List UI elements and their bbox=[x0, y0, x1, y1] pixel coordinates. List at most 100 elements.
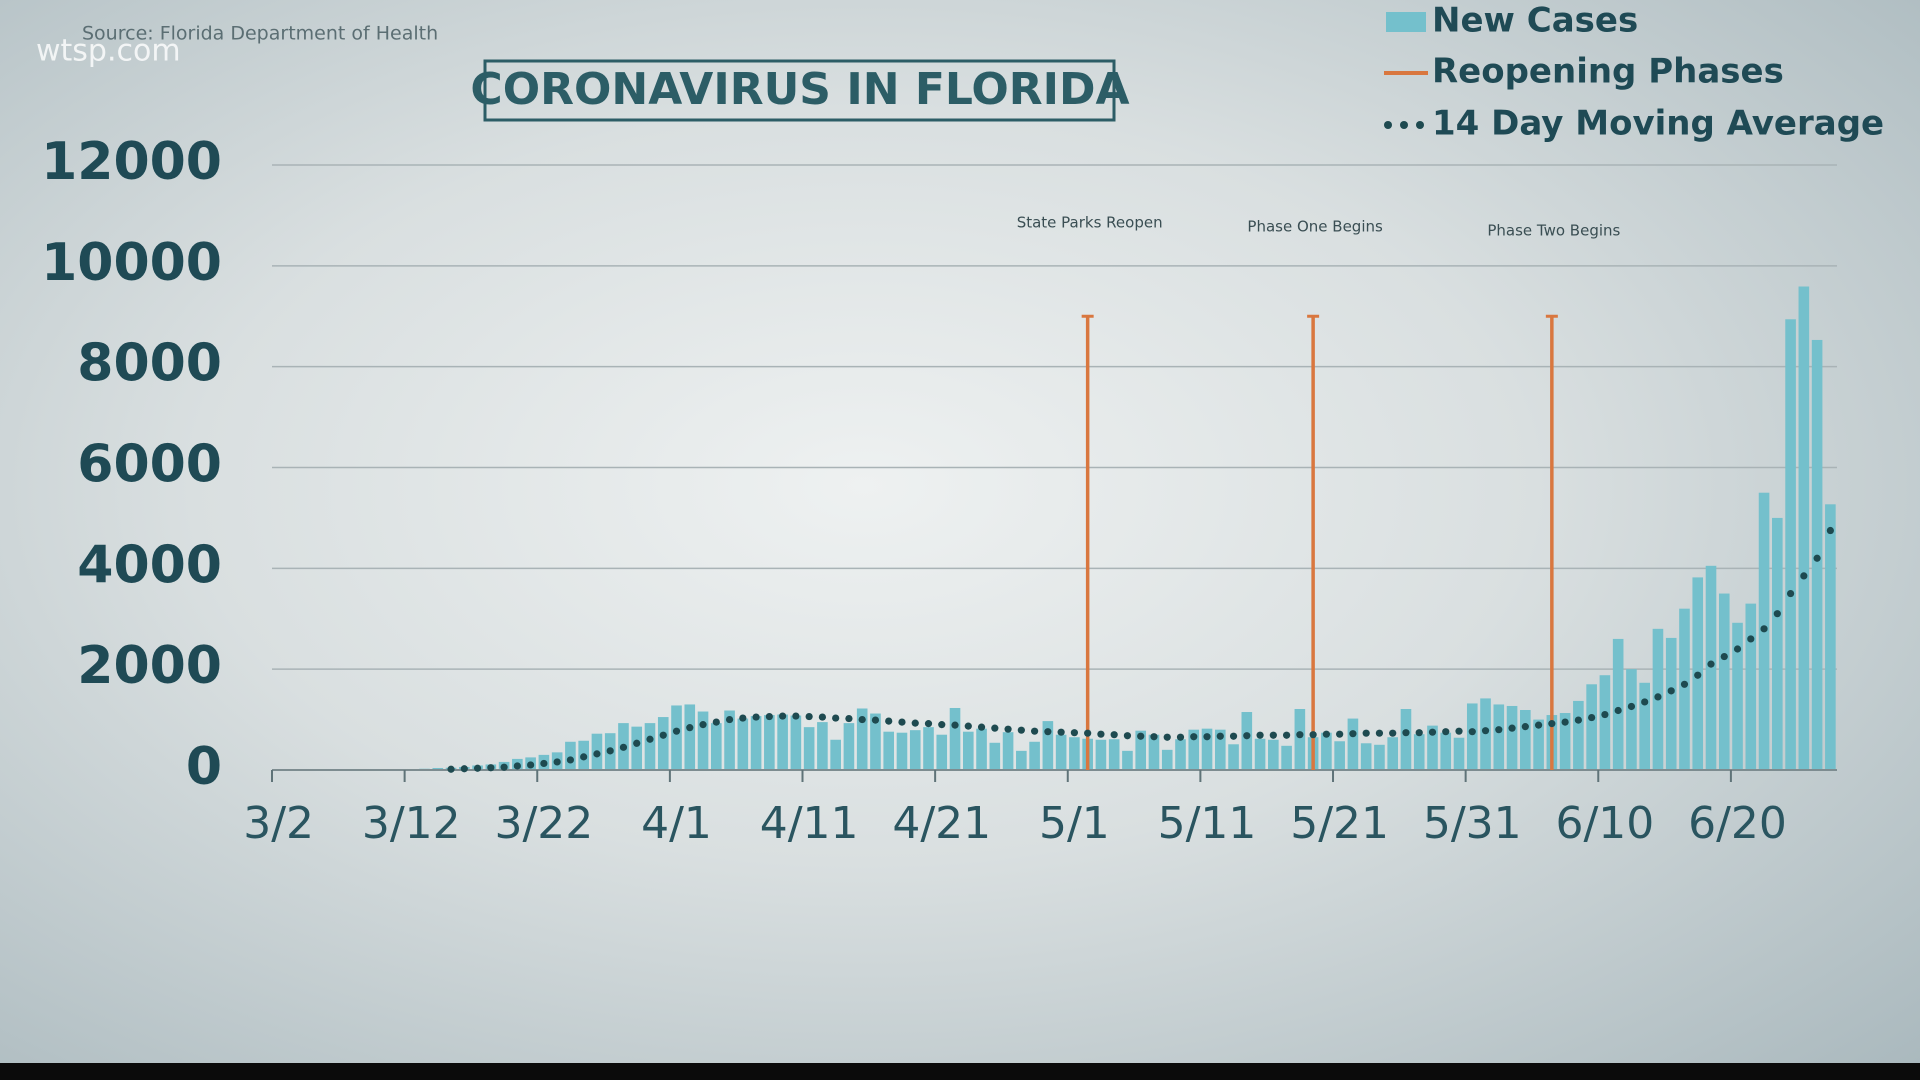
bar bbox=[949, 707, 961, 770]
bar bbox=[962, 731, 974, 770]
phase-label: Phase One Begins bbox=[1247, 218, 1383, 236]
average-dot bbox=[540, 759, 548, 768]
average-dot bbox=[1813, 554, 1821, 562]
average-dot bbox=[1641, 698, 1649, 706]
legend-label: Reopening Phases bbox=[1432, 52, 1784, 92]
bar bbox=[1586, 684, 1597, 770]
average-dot bbox=[938, 721, 946, 729]
source: Source: Florida Department of Health bbox=[82, 23, 438, 45]
bar bbox=[777, 714, 788, 770]
bar bbox=[1665, 637, 1677, 770]
average-dot bbox=[500, 763, 508, 771]
bar bbox=[1175, 739, 1186, 770]
x-tick-label: 4/21 bbox=[892, 798, 991, 849]
bar bbox=[1493, 704, 1505, 770]
average-dot bbox=[1269, 731, 1277, 739]
x-tick-label: 5/1 bbox=[1039, 798, 1110, 849]
bar bbox=[1612, 638, 1624, 770]
y-tick-label: 12000 bbox=[41, 132, 222, 192]
bar bbox=[1042, 721, 1054, 770]
average-dot bbox=[1442, 728, 1450, 736]
y-tick-label: 6000 bbox=[77, 435, 222, 495]
average-dot bbox=[659, 731, 667, 739]
average-dot bbox=[1163, 733, 1171, 741]
bar bbox=[856, 708, 868, 770]
x-tick-label: 3/12 bbox=[362, 798, 461, 849]
phase-label: State Parks Reopen bbox=[1017, 214, 1163, 232]
bar bbox=[1321, 732, 1332, 770]
average-dot bbox=[1402, 729, 1410, 737]
average-dot bbox=[1044, 728, 1052, 736]
bar bbox=[710, 723, 722, 770]
average-dot bbox=[1800, 572, 1808, 580]
average-dot bbox=[633, 739, 641, 747]
average-dot bbox=[792, 712, 800, 720]
y-tick-label: 2000 bbox=[77, 636, 222, 696]
bar bbox=[883, 731, 895, 770]
average-dot bbox=[1004, 725, 1012, 733]
average-dot bbox=[1720, 652, 1728, 661]
average-dot bbox=[1057, 728, 1065, 736]
average-dot bbox=[1574, 716, 1582, 724]
legend-label: 14 Day Moving Average bbox=[1432, 104, 1884, 144]
average-dot bbox=[1508, 724, 1516, 732]
bottom-bar bbox=[0, 1063, 1920, 1080]
average-dot bbox=[898, 718, 906, 726]
average-dot bbox=[593, 750, 601, 758]
average-dot bbox=[1349, 730, 1357, 738]
bar bbox=[1254, 738, 1266, 770]
bar bbox=[1785, 319, 1796, 770]
bar bbox=[1201, 728, 1213, 770]
average-dot bbox=[1309, 731, 1317, 739]
title-box bbox=[483, 59, 1116, 122]
bar bbox=[923, 727, 934, 770]
average-dot bbox=[1694, 671, 1702, 679]
bar bbox=[1427, 725, 1438, 770]
phase-label: Phase Two Begins bbox=[1487, 222, 1620, 240]
average-dot bbox=[1614, 706, 1622, 715]
average-dot bbox=[1667, 687, 1675, 695]
average-dot bbox=[699, 721, 707, 729]
legend-swatch bbox=[1400, 121, 1408, 129]
average-dot bbox=[646, 735, 654, 743]
x-tick-label: 5/21 bbox=[1290, 798, 1389, 849]
average-dot bbox=[1588, 713, 1596, 722]
y-tick-label: 0 bbox=[186, 737, 222, 797]
average-dot bbox=[1256, 731, 1264, 739]
average-dot bbox=[1389, 729, 1397, 737]
bar bbox=[1214, 729, 1226, 770]
bar bbox=[1268, 739, 1279, 770]
bar bbox=[1732, 622, 1743, 770]
bar bbox=[989, 742, 1001, 770]
average-dot bbox=[858, 715, 866, 724]
average-dot bbox=[1481, 727, 1490, 735]
average-dot bbox=[1654, 693, 1662, 701]
bar bbox=[936, 734, 948, 770]
average-dot bbox=[1534, 721, 1543, 729]
average-dot bbox=[1282, 731, 1291, 739]
average-dot bbox=[1084, 729, 1092, 737]
bar bbox=[1281, 745, 1292, 770]
x-tick-label: 3/22 bbox=[494, 798, 593, 849]
average-dot bbox=[1786, 589, 1795, 598]
bar bbox=[432, 767, 444, 770]
average-dot bbox=[1362, 729, 1370, 737]
bar bbox=[644, 723, 656, 770]
average-dot bbox=[725, 715, 734, 724]
average-dot bbox=[1680, 680, 1689, 688]
average-dot bbox=[447, 765, 455, 773]
average-dot bbox=[1336, 730, 1344, 738]
bar bbox=[684, 704, 696, 770]
average-dot bbox=[832, 714, 840, 722]
bar bbox=[1679, 608, 1690, 770]
average-dot bbox=[619, 743, 628, 751]
bar bbox=[1533, 719, 1544, 770]
legend-label: New Cases bbox=[1432, 1, 1638, 41]
average-dot bbox=[1561, 718, 1569, 726]
bar bbox=[1347, 718, 1359, 770]
legend-swatch bbox=[1416, 121, 1424, 129]
bar bbox=[976, 728, 987, 770]
bar bbox=[1148, 734, 1160, 770]
bar bbox=[1360, 743, 1372, 770]
average-dot bbox=[1110, 731, 1118, 739]
